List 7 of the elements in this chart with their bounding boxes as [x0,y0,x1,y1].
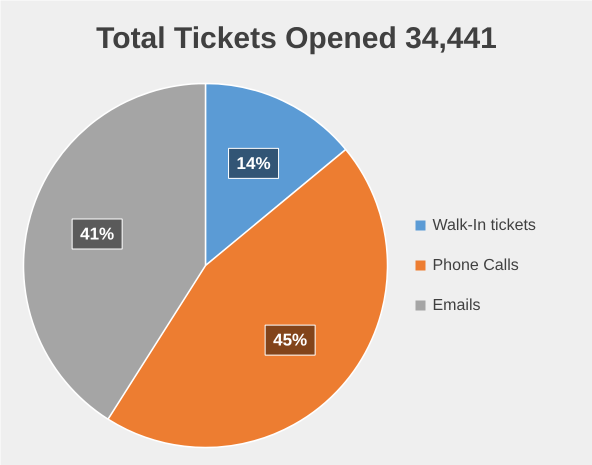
data-label: 41% [80,224,114,244]
legend-label: Emails [432,297,481,314]
data-label: 45% [273,330,308,350]
legend-label: Walk-In tickets [432,217,536,234]
chart-title: Total Tickets Opened 34,441 [96,22,497,55]
legend-label: Phone Calls [432,257,519,274]
data-label: 14% [236,154,271,173]
